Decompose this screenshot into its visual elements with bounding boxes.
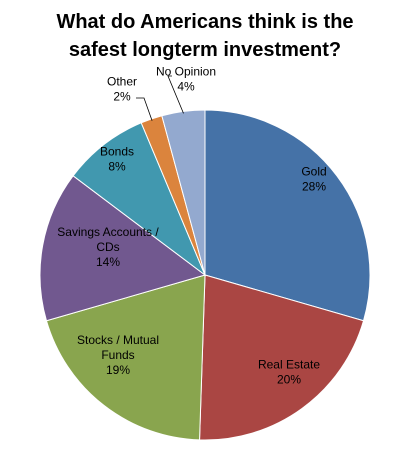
- chart-title-line-2: safest longterm investment?: [68, 39, 342, 61]
- data-label-savings-accounts-cds-line-3: 14%: [96, 255, 120, 269]
- data-label-stocks-mutual-funds-line-2: Funds: [101, 348, 134, 362]
- data-label-bonds-line-1: Bonds: [100, 145, 134, 159]
- data-label-other-line-2: 2%: [113, 90, 131, 104]
- data-label-no-opinion-line-1: No Opinion: [156, 65, 216, 79]
- data-label-bonds-line-2: 8%: [108, 160, 126, 174]
- data-label-real-estate-line-2: 20%: [277, 373, 301, 387]
- pie-slices: [39, 109, 371, 441]
- chart-title: What do Americans think is the safest lo…: [0, 8, 410, 64]
- pie-slice-gold: [204, 109, 371, 322]
- pie-slice-bonds: [72, 122, 207, 277]
- data-label-stocks-mutual-funds-line-3: 19%: [106, 363, 130, 377]
- leader-line-no-opinion: [167, 75, 184, 114]
- data-label-other-line-1: Other: [107, 75, 137, 89]
- data-label-no-opinion-line-2: 4%: [177, 80, 195, 94]
- data-label-savings-accounts-cds-line-1: Savings Accounts /: [57, 225, 159, 239]
- pie-slice-stocks-mutual-funds: [45, 274, 206, 441]
- chart-title-line-1: What do Americans think is the: [56, 11, 354, 33]
- data-label-savings-accounts-cds-line-2: CDs: [96, 240, 119, 254]
- pie-slice-savings-accounts-cds: [39, 175, 207, 322]
- leader-lines: [136, 75, 184, 121]
- data-label-gold-line-1: Gold: [301, 165, 326, 179]
- leader-line-other: [136, 97, 153, 121]
- pie-slice-no-opinion: [161, 109, 206, 276]
- data-label-stocks-mutual-funds-line-1: Stocks / Mutual: [77, 333, 159, 347]
- data-label-real-estate-line-1: Real Estate: [258, 358, 320, 372]
- pie-slice-real-estate: [199, 274, 365, 441]
- data-label-gold-line-2: 28%: [302, 180, 326, 194]
